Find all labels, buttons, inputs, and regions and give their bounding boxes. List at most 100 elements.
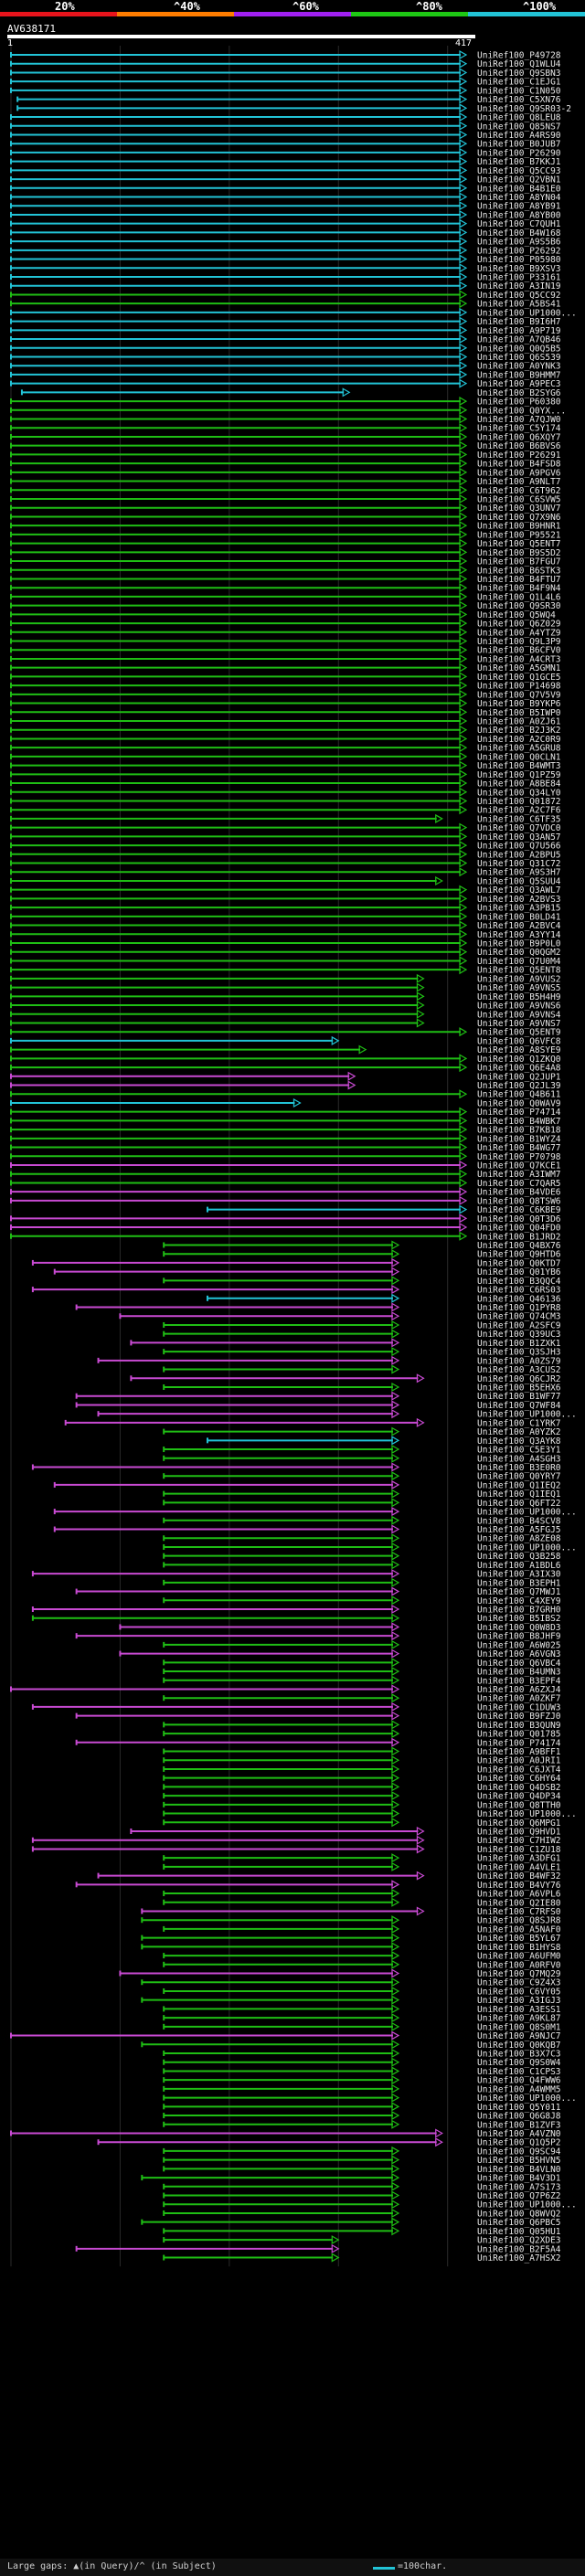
hit-label[interactable]: UniRef100_Q6PBC5 <box>477 2218 561 2228</box>
hit-label[interactable]: UniRef100_Q3AWL7 <box>477 885 561 896</box>
hit-label[interactable]: UniRef100_A4RS90 <box>477 131 561 141</box>
hit-label[interactable]: UniRef100_A8BE84 <box>477 779 561 790</box>
hit-label[interactable]: UniRef100_A5FGJ5 <box>477 1525 561 1535</box>
hit-label[interactable]: UniRef100_A3DFG1 <box>477 1854 561 1864</box>
hit-label[interactable]: UniRef100_Q7P6Z2 <box>477 2191 561 2201</box>
hit-label[interactable]: UniRef100_A8YN04 <box>477 193 561 203</box>
hit-label[interactable]: UniRef100_A6W025 <box>477 1640 561 1650</box>
hit-label[interactable]: UniRef100_A8YB91 <box>477 202 561 212</box>
hit-label[interactable]: UniRef100_C6VY05 <box>477 1987 561 1997</box>
hit-label[interactable]: UniRef100_A4CRT3 <box>477 654 561 664</box>
hit-label[interactable]: UniRef100_B4VLN0 <box>477 2165 561 2175</box>
hit-label[interactable]: UniRef100_A3CUS2 <box>477 1365 561 1375</box>
hit-label[interactable]: UniRef100_Q7U566 <box>477 842 561 852</box>
hit-label[interactable]: UniRef100_A7QB46 <box>477 335 561 345</box>
hit-label[interactable]: UniRef100_Q5WQ4 <box>477 610 556 620</box>
hit-label[interactable]: UniRef100_A6VGN3 <box>477 1649 561 1659</box>
hit-label[interactable]: UniRef100_A9VNS6 <box>477 1002 561 1012</box>
hit-label[interactable]: UniRef100_Q04FD0 <box>477 1224 561 1234</box>
hit-label[interactable]: UniRef100_Q4DP34 <box>477 1792 561 1802</box>
hit-label[interactable]: UniRef100_Q01872 <box>477 797 561 807</box>
hit-label[interactable]: UniRef100_B4WMT3 <box>477 761 561 771</box>
hit-label[interactable]: UniRef100_Q9SBN3 <box>477 69 561 79</box>
hit-label[interactable]: UniRef100_Q6VFC8 <box>477 1036 561 1046</box>
hit-label[interactable]: UniRef100_Q34LY0 <box>477 788 561 798</box>
hit-label[interactable]: UniRef100_Q1WLU4 <box>477 59 561 69</box>
hit-label[interactable]: UniRef100_P26292 <box>477 246 561 256</box>
hit-label[interactable]: UniRef100_C4XEY9 <box>477 1596 561 1606</box>
hit-label[interactable]: UniRef100_B2SYG6 <box>477 388 561 398</box>
hit-label[interactable]: UniRef100_A9NLT7 <box>477 477 561 487</box>
hit-label[interactable]: UniRef100_P49728 <box>477 51 561 61</box>
hit-label[interactable]: UniRef100_Q0CLN1 <box>477 752 561 762</box>
hit-label[interactable]: UniRef100_B4V3D1 <box>477 2174 561 2184</box>
hit-label[interactable]: UniRef100_Q1IEQ2 <box>477 1480 561 1490</box>
hit-label[interactable]: UniRef100_B1JRD2 <box>477 1232 561 1242</box>
hit-label[interactable]: UniRef100_Q6S539 <box>477 353 561 363</box>
hit-label[interactable]: UniRef100_C6T962 <box>477 486 561 496</box>
hit-label[interactable]: UniRef100_P26291 <box>477 451 561 461</box>
hit-label[interactable]: UniRef100_B4UMN3 <box>477 1668 561 1678</box>
hit-label[interactable]: UniRef100_B7KKJ1 <box>477 157 561 167</box>
hit-label[interactable]: UniRef100_B6BVS6 <box>477 441 561 451</box>
hit-label[interactable]: UniRef100_B5YL67 <box>477 1934 561 1944</box>
hit-label[interactable]: UniRef100_B9YKP6 <box>477 699 561 709</box>
hit-label[interactable]: UniRef100_B1HYS8 <box>477 1943 561 1953</box>
hit-label[interactable]: UniRef100_A5NAF0 <box>477 1924 561 1935</box>
hit-label[interactable]: UniRef100_B9I6H7 <box>477 317 561 327</box>
hit-label[interactable]: UniRef100_P26290 <box>477 148 561 158</box>
hit-label[interactable]: UniRef100_Q01YB6 <box>477 1267 561 1277</box>
hit-label[interactable]: UniRef100_C5XN76 <box>477 95 561 105</box>
hit-label[interactable]: UniRef100_Q2JUP1 <box>477 1072 561 1082</box>
hit-label[interactable]: UniRef100_B7FGU7 <box>477 557 561 567</box>
hit-label[interactable]: UniRef100_Q4DSB2 <box>477 1783 561 1793</box>
hit-label[interactable]: UniRef100_UP1000... <box>477 1809 577 1819</box>
hit-label[interactable]: UniRef100_Q2XDE3 <box>477 2236 561 2246</box>
hit-label[interactable]: UniRef100_Q0T3D6 <box>477 1214 561 1224</box>
hit-label[interactable]: UniRef100_Q0YRY7 <box>477 1472 561 1482</box>
hit-label[interactable]: UniRef100_A3IGJ3 <box>477 1996 561 2006</box>
hit-label[interactable]: UniRef100_Q1ZKQ0 <box>477 1055 561 1065</box>
hit-label[interactable]: UniRef100_C6SVW5 <box>477 495 561 505</box>
hit-label[interactable]: UniRef100_A0ZKF7 <box>477 1694 561 1704</box>
hit-label[interactable]: UniRef100_C7RFS0 <box>477 1907 561 1917</box>
hit-label[interactable]: UniRef100_Q7VDC0 <box>477 823 561 833</box>
hit-label[interactable]: UniRef100_Q1PZ59 <box>477 770 561 780</box>
hit-label[interactable]: UniRef100_A2C7F6 <box>477 806 561 816</box>
hit-label[interactable]: UniRef100_A4YTZ9 <box>477 628 561 638</box>
hit-label[interactable]: UniRef100_Q0KTD7 <box>477 1258 561 1268</box>
hit-label[interactable]: UniRef100_C6HY64 <box>477 1774 561 1784</box>
hit-label[interactable]: UniRef100_UP1000... <box>477 2200 577 2210</box>
hit-label[interactable]: UniRef100_C1EJG1 <box>477 78 561 88</box>
hit-label[interactable]: UniRef100_C9Z4X3 <box>477 1978 561 1988</box>
hit-label[interactable]: UniRef100_B5EHX6 <box>477 1383 561 1394</box>
hit-label[interactable]: UniRef100_B3E0R0 <box>477 1463 561 1473</box>
hit-label[interactable]: UniRef100_C1CPS3 <box>477 2067 561 2077</box>
hit-label[interactable]: UniRef100_Q8TTH0 <box>477 1800 561 1810</box>
hit-label[interactable]: UniRef100_A2BPU5 <box>477 850 561 860</box>
hit-label[interactable]: UniRef100_B7KB18 <box>477 1126 561 1136</box>
hit-label[interactable]: UniRef100_A9VUS2 <box>477 974 561 984</box>
hit-label[interactable]: UniRef100_A2BVS3 <box>477 895 561 905</box>
hit-label[interactable]: UniRef100_Q1L4L6 <box>477 592 561 602</box>
hit-label[interactable]: UniRef100_A6UFM0 <box>477 1952 561 1962</box>
hit-label[interactable]: UniRef100_B3EPH1 <box>477 1578 561 1588</box>
hit-label[interactable]: UniRef100_A5GRU8 <box>477 744 561 754</box>
hit-label[interactable]: UniRef100_B6CFV0 <box>477 646 561 656</box>
hit-label[interactable]: UniRef100_B3X7C3 <box>477 2050 561 2060</box>
hit-label[interactable]: UniRef100_B9FZJ0 <box>477 1712 561 1722</box>
hit-label[interactable]: UniRef100_A0YZK2 <box>477 1427 561 1437</box>
hit-label[interactable]: UniRef100_B0JUB7 <box>477 140 561 150</box>
hit-label[interactable]: UniRef100_A3PB15 <box>477 904 561 914</box>
hit-label[interactable]: UniRef100_A2C0R9 <box>477 735 561 745</box>
hit-label[interactable]: UniRef100_B5HVN5 <box>477 2156 561 2166</box>
hit-label[interactable]: UniRef100_Q4FWW6 <box>477 2076 561 2086</box>
hit-label[interactable]: UniRef100_Q5ENT8 <box>477 966 561 976</box>
hit-label[interactable]: UniRef100_B4WG77 <box>477 1143 561 1153</box>
hit-label[interactable]: UniRef100_Q6E4A8 <box>477 1064 561 1074</box>
hit-label[interactable]: UniRef100_C7QAR5 <box>477 1179 561 1189</box>
hit-label[interactable]: UniRef100_Q6G8J8 <box>477 2112 561 2122</box>
hit-label[interactable]: UniRef100_Q5CC93 <box>477 166 561 176</box>
hit-label[interactable]: UniRef100_A1BDL6 <box>477 1561 561 1571</box>
hit-label[interactable]: UniRef100_B1ZVF3 <box>477 2120 561 2130</box>
